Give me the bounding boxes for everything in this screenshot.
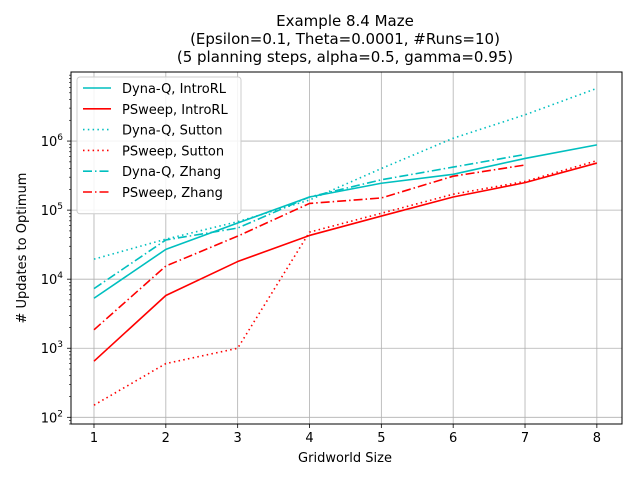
legend-label: PSweep, IntroRL: [122, 103, 228, 118]
y-tick-label: 105: [41, 202, 63, 219]
chart-title: Example 8.4 Maze (Epsilon=0.1, Theta=0.0…: [177, 12, 513, 66]
x-axis-ticks: 1 2 3 4 5 6 7 8: [90, 424, 601, 446]
x-tick-label: 6: [449, 431, 457, 446]
y-tick-label: 104: [41, 271, 64, 288]
legend-label: Dyna-Q, Sutton: [122, 124, 222, 139]
x-tick-label: 4: [305, 431, 313, 446]
y-axis-label: # Updates to Optimum: [15, 173, 30, 324]
title-line-2: (Epsilon=0.1, Theta=0.0001, #Runs=10): [190, 30, 500, 48]
plot-area-frame: [70, 71, 623, 425]
y-tick-label: 106: [41, 133, 64, 150]
x-tick-label: 7: [521, 431, 529, 446]
legend-label: PSweep, Zhang: [122, 186, 223, 201]
legend-box: [76, 76, 242, 215]
legend-label: PSweep, Sutton: [122, 144, 224, 159]
series-line-5: [93, 153, 526, 290]
title-line-3: (5 planning steps, alpha=0.5, gamma=0.95…: [177, 48, 513, 66]
y-tick-label: 103: [41, 340, 63, 357]
series-line-3: [93, 87, 598, 260]
title-line-1: Example 8.4 Maze: [276, 12, 414, 30]
legend-label: Dyna-Q, Zhang: [122, 165, 221, 180]
x-tick-label: 3: [234, 431, 242, 446]
series-layer: [93, 87, 598, 406]
y-axis-ticks: 102 103 104 105 106: [41, 74, 71, 426]
x-tick-label: 2: [162, 431, 170, 446]
x-tick-label: 5: [377, 431, 385, 446]
series-line-1: [93, 144, 598, 299]
legend-label: Dyna-Q, IntroRL: [122, 82, 227, 97]
series-line-6: [93, 164, 526, 331]
x-tick-label: 8: [593, 431, 601, 446]
x-axis-label: Gridworld Size: [298, 451, 392, 466]
series-line-2: [93, 162, 598, 362]
legend: Dyna-Q, IntroRL PSweep, IntroRL Dyna-Q, Su…: [76, 76, 242, 215]
x-tick-label: 1: [90, 431, 98, 446]
y-tick-label: 102: [41, 409, 63, 426]
